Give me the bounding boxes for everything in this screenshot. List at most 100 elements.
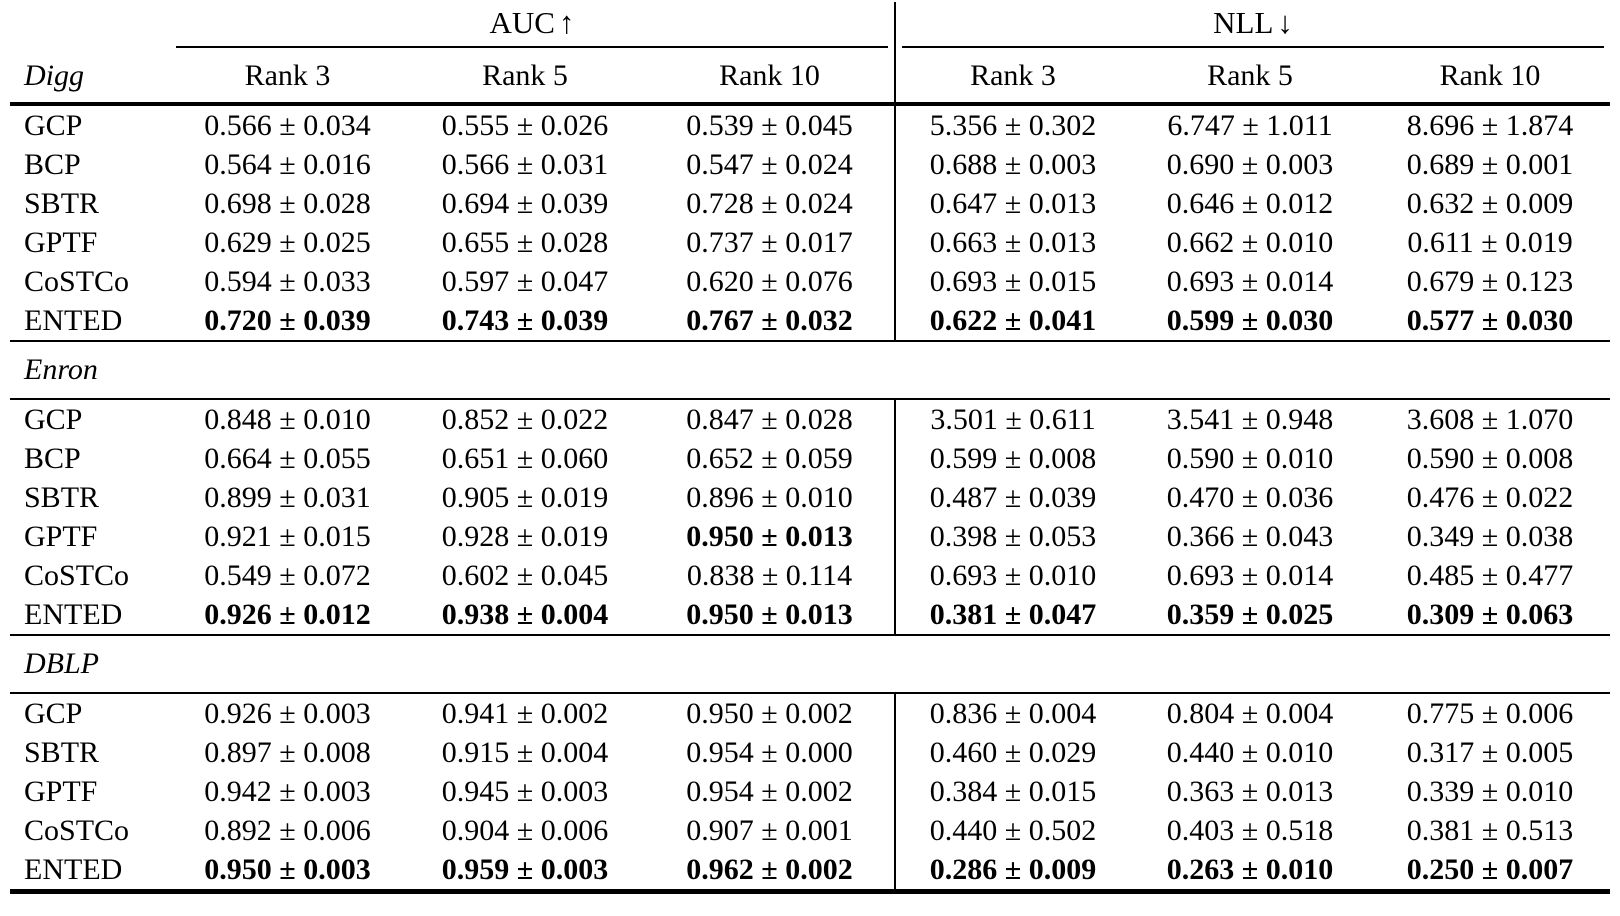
value-cell: 0.602 ± 0.045 (441, 558, 609, 592)
value-cell: 0.945 ± 0.003 (441, 774, 609, 808)
method-name: CoSTCo (24, 558, 130, 592)
value-cell: 0.577 ± 0.030 (1406, 303, 1574, 337)
value-cell: 0.629 ± 0.025 (204, 225, 371, 259)
value-cell: 0.698 ± 0.028 (204, 186, 371, 220)
auc-label: AUC (489, 5, 555, 40)
table-row-enron-gptf: GPTF 0.921 ± 0.015 0.928 ± 0.019 0.950 ± 0.… (10, 517, 1610, 556)
value-cell: 0.384 ± 0.015 (929, 774, 1097, 808)
table-row-enron-ented: ENTED 0.926 ± 0.012 0.938 ± 0.004 0.950 ± 0… (10, 595, 1610, 635)
method-name: SBTR (24, 735, 100, 769)
value-cell: 0.652 ± 0.059 (645, 439, 897, 478)
method-name: GCP (24, 696, 83, 730)
value-cell: 8.696 ± 1.874 (1406, 108, 1574, 142)
method-name: GPTF (24, 519, 98, 553)
value-cell: 0.599 ± 0.030 (1166, 303, 1334, 337)
value-cell: 0.942 ± 0.003 (204, 774, 371, 808)
metric-header-row: AUC ↑ NLL ↓ (10, 2, 1610, 50)
value-cell: 0.398 ± 0.053 (929, 519, 1097, 553)
table-row-enron-gcp: GCP 0.848 ± 0.010 0.852 ± 0.022 0.847 ± 0.0… (10, 399, 1610, 439)
value-cell: 0.317 ± 0.005 (1406, 735, 1574, 769)
value-cell: 0.620 ± 0.076 (645, 262, 897, 301)
value-cell: 0.950 ± 0.003 (204, 852, 371, 886)
value-cell: 0.263 ± 0.010 (1166, 852, 1334, 886)
value-cell: 0.381 ± 0.513 (1406, 813, 1574, 847)
value-cell: 0.728 ± 0.024 (645, 184, 897, 223)
value-cell: 0.693 ± 0.014 (1166, 558, 1334, 592)
value-cell: 0.363 ± 0.013 (1166, 774, 1334, 808)
value-cell: 0.693 ± 0.010 (929, 558, 1097, 592)
value-cell: 0.597 ± 0.047 (441, 264, 609, 298)
table-row-enron-costco: CoSTCo 0.549 ± 0.072 0.602 ± 0.045 0.838 ± … (10, 556, 1610, 595)
value-cell: 0.555 ± 0.026 (441, 108, 609, 142)
value-cell: 0.897 ± 0.008 (204, 735, 371, 769)
value-cell: 0.662 ± 0.010 (1166, 225, 1334, 259)
value-cell: 0.950 ± 0.002 (645, 693, 897, 733)
table-row-enron-sbtr: SBTR 0.899 ± 0.031 0.905 ± 0.019 0.896 ± 0.… (10, 478, 1610, 517)
value-cell: 0.590 ± 0.010 (1166, 441, 1334, 475)
table-row-digg-gptf: GPTF 0.629 ± 0.025 0.655 ± 0.028 0.737 ± 0.… (10, 223, 1610, 262)
value-cell: 0.954 ± 0.002 (645, 772, 897, 811)
value-cell: 0.632 ± 0.009 (1406, 186, 1574, 220)
table-row-digg-bcp: BCP 0.564 ± 0.016 0.566 ± 0.031 0.547 ± 0.0… (10, 145, 1610, 184)
method-name: ENTED (24, 852, 123, 886)
value-cell: 0.250 ± 0.007 (1406, 852, 1574, 886)
value-cell: 0.476 ± 0.022 (1406, 480, 1574, 514)
value-cell: 0.804 ± 0.004 (1166, 696, 1334, 730)
auc-cmidrule (176, 46, 889, 48)
nll-rank10-header: Rank 10 (1370, 50, 1611, 106)
value-cell: 0.689 ± 0.001 (1406, 147, 1574, 181)
value-cell: 0.959 ± 0.003 (441, 852, 609, 886)
table-row-dblp-costco: CoSTCo 0.892 ± 0.006 0.904 ± 0.006 0.907 ± … (10, 811, 1610, 850)
value-cell: 0.549 ± 0.072 (204, 558, 371, 592)
value-cell: 0.647 ± 0.013 (929, 186, 1097, 220)
value-cell: 0.907 ± 0.001 (645, 811, 897, 850)
method-name: SBTR (24, 480, 100, 514)
nll-group-header: NLL ↓ (895, 2, 1610, 50)
value-cell: 0.359 ± 0.025 (1166, 597, 1334, 631)
value-cell: 0.651 ± 0.060 (441, 441, 609, 475)
empty-corner-cell (10, 2, 170, 50)
value-cell: 0.743 ± 0.039 (441, 303, 609, 337)
method-name: GPTF (24, 225, 98, 259)
value-cell: 0.487 ± 0.039 (929, 480, 1097, 514)
value-cell: 3.541 ± 0.948 (1166, 402, 1334, 436)
value-cell: 0.599 ± 0.008 (929, 441, 1097, 475)
value-cell: 0.899 ± 0.031 (204, 480, 371, 514)
value-cell: 0.694 ± 0.039 (441, 186, 609, 220)
value-cell: 0.720 ± 0.039 (204, 303, 371, 337)
value-cell: 0.852 ± 0.022 (441, 402, 609, 436)
method-name: SBTR (24, 186, 100, 220)
method-name: ENTED (24, 303, 123, 337)
table-row-enron-bcp: BCP 0.664 ± 0.055 0.651 ± 0.060 0.652 ± 0.0… (10, 439, 1610, 478)
table-row-digg-sbtr: SBTR 0.698 ± 0.028 0.694 ± 0.039 0.728 ± 0.… (10, 184, 1610, 223)
up-arrow-icon: ↑ (558, 5, 575, 40)
value-cell: 0.539 ± 0.045 (645, 104, 897, 145)
table-row-digg-ented: ENTED 0.720 ± 0.039 0.743 ± 0.039 0.767 ± 0… (10, 301, 1610, 341)
value-cell: 0.950 ± 0.013 (645, 595, 897, 635)
value-cell: 5.356 ± 0.302 (929, 108, 1097, 142)
value-cell: 0.611 ± 0.019 (1407, 225, 1573, 259)
value-cell: 0.926 ± 0.012 (204, 597, 371, 631)
value-cell: 0.938 ± 0.004 (441, 597, 609, 631)
value-cell: 0.941 ± 0.002 (441, 696, 609, 730)
rank-header-row: Digg Rank 3 Rank 5 Rank 10 Rank 3 Rank 5… (10, 50, 1611, 106)
table-row-dblp-gcp: GCP 0.926 ± 0.003 0.941 ± 0.002 0.950 ± 0.0… (10, 693, 1610, 733)
auc-rank5-header: Rank 5 (405, 50, 645, 106)
value-cell: 0.892 ± 0.006 (204, 813, 371, 847)
value-cell: 0.928 ± 0.019 (441, 519, 609, 553)
method-name: GPTF (24, 774, 98, 808)
value-cell: 6.747 ± 1.011 (1167, 108, 1333, 142)
method-name: BCP (24, 441, 81, 475)
results-table: AUC ↑ NLL ↓ Digg Rank 3 Rank 5 Rank 10 Ran… (10, 2, 1611, 894)
value-cell: 0.693 ± 0.015 (929, 264, 1097, 298)
value-cell: 0.564 ± 0.016 (204, 147, 371, 181)
value-cell: 0.688 ± 0.003 (929, 147, 1097, 181)
down-arrow-icon: ↓ (1277, 5, 1293, 40)
method-name: BCP (24, 147, 81, 181)
nll-cmidrule (902, 46, 1605, 48)
value-cell: 0.926 ± 0.003 (204, 696, 371, 730)
table-row-digg-gcp: GCP 0.566 ± 0.034 0.555 ± 0.026 0.539 ± 0.0… (10, 104, 1610, 145)
value-cell: 0.962 ± 0.002 (645, 850, 897, 892)
value-cell: 0.896 ± 0.010 (645, 478, 897, 517)
